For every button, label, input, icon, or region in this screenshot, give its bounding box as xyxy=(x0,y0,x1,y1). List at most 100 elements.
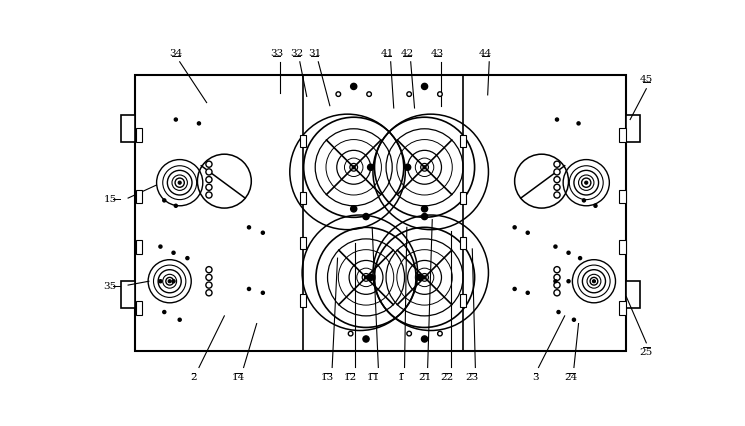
Text: 24: 24 xyxy=(564,372,577,381)
Circle shape xyxy=(336,92,340,97)
Text: 11: 11 xyxy=(367,372,381,381)
Text: 23: 23 xyxy=(466,372,479,381)
Circle shape xyxy=(526,291,529,295)
Circle shape xyxy=(349,331,353,336)
Circle shape xyxy=(206,170,212,176)
Circle shape xyxy=(174,119,177,122)
Text: 15: 15 xyxy=(104,194,116,203)
Circle shape xyxy=(206,193,212,199)
Text: 13: 13 xyxy=(321,372,335,381)
Circle shape xyxy=(579,257,582,260)
Circle shape xyxy=(261,232,264,235)
Circle shape xyxy=(422,214,428,220)
Circle shape xyxy=(554,193,560,199)
Circle shape xyxy=(423,166,426,170)
Circle shape xyxy=(367,165,374,171)
Bar xyxy=(135,76,627,351)
Circle shape xyxy=(554,162,560,168)
Circle shape xyxy=(206,177,212,183)
Text: 3: 3 xyxy=(532,372,539,381)
Bar xyxy=(136,240,142,254)
Circle shape xyxy=(572,319,575,322)
Circle shape xyxy=(162,311,166,314)
Circle shape xyxy=(513,226,516,229)
Circle shape xyxy=(363,336,369,342)
Text: 31: 31 xyxy=(308,49,321,58)
Bar xyxy=(121,115,135,143)
Circle shape xyxy=(407,331,411,336)
Circle shape xyxy=(351,206,357,213)
Circle shape xyxy=(417,275,423,281)
Bar xyxy=(136,302,142,315)
Circle shape xyxy=(554,185,560,191)
Text: 44: 44 xyxy=(479,49,492,58)
Text: 14: 14 xyxy=(232,372,245,381)
Circle shape xyxy=(567,252,570,255)
Bar xyxy=(300,295,305,307)
Circle shape xyxy=(567,280,570,283)
Text: 35: 35 xyxy=(104,281,116,290)
Circle shape xyxy=(206,267,212,273)
Circle shape xyxy=(554,245,557,248)
Text: 25: 25 xyxy=(640,347,653,356)
Bar xyxy=(619,240,626,254)
Bar xyxy=(627,282,640,308)
Bar xyxy=(627,115,640,143)
Bar xyxy=(460,295,466,307)
Circle shape xyxy=(364,276,367,279)
Text: 12: 12 xyxy=(344,372,358,381)
Text: 22: 22 xyxy=(440,372,454,381)
Circle shape xyxy=(437,331,443,336)
Text: 43: 43 xyxy=(431,49,444,58)
Bar xyxy=(619,302,626,315)
Circle shape xyxy=(592,280,595,283)
Circle shape xyxy=(159,245,162,248)
Bar xyxy=(460,135,466,148)
Bar xyxy=(619,129,626,143)
Circle shape xyxy=(247,288,250,291)
Circle shape xyxy=(174,205,177,208)
Circle shape xyxy=(206,282,212,288)
Circle shape xyxy=(554,267,560,273)
Bar xyxy=(300,193,305,205)
Circle shape xyxy=(583,199,586,202)
Circle shape xyxy=(423,276,426,279)
Circle shape xyxy=(526,232,529,235)
Circle shape xyxy=(554,290,560,296)
Circle shape xyxy=(178,319,181,322)
Bar xyxy=(121,282,135,308)
Text: 41: 41 xyxy=(381,49,394,58)
Circle shape xyxy=(554,280,557,283)
Circle shape xyxy=(585,182,588,185)
Text: 21: 21 xyxy=(418,372,431,381)
Bar xyxy=(300,237,305,249)
Circle shape xyxy=(367,92,372,97)
Circle shape xyxy=(206,162,212,168)
Circle shape xyxy=(554,282,560,288)
Circle shape xyxy=(577,123,580,126)
Circle shape xyxy=(162,199,166,202)
Circle shape xyxy=(178,182,181,185)
Circle shape xyxy=(405,165,410,171)
Circle shape xyxy=(422,206,428,213)
Circle shape xyxy=(261,291,264,295)
Circle shape xyxy=(437,92,443,97)
Bar xyxy=(136,129,142,143)
Circle shape xyxy=(206,275,212,281)
Circle shape xyxy=(351,84,357,90)
Circle shape xyxy=(168,280,171,283)
Text: 33: 33 xyxy=(270,49,283,58)
Circle shape xyxy=(557,311,560,314)
Text: 32: 32 xyxy=(290,49,303,58)
Bar xyxy=(619,190,626,204)
Text: 45: 45 xyxy=(640,75,653,83)
Circle shape xyxy=(367,275,374,281)
Circle shape xyxy=(554,170,560,176)
Bar xyxy=(460,193,466,205)
Circle shape xyxy=(363,214,369,220)
Circle shape xyxy=(554,177,560,183)
Circle shape xyxy=(422,336,428,342)
Circle shape xyxy=(554,275,560,281)
Circle shape xyxy=(206,290,212,296)
Circle shape xyxy=(206,185,212,191)
